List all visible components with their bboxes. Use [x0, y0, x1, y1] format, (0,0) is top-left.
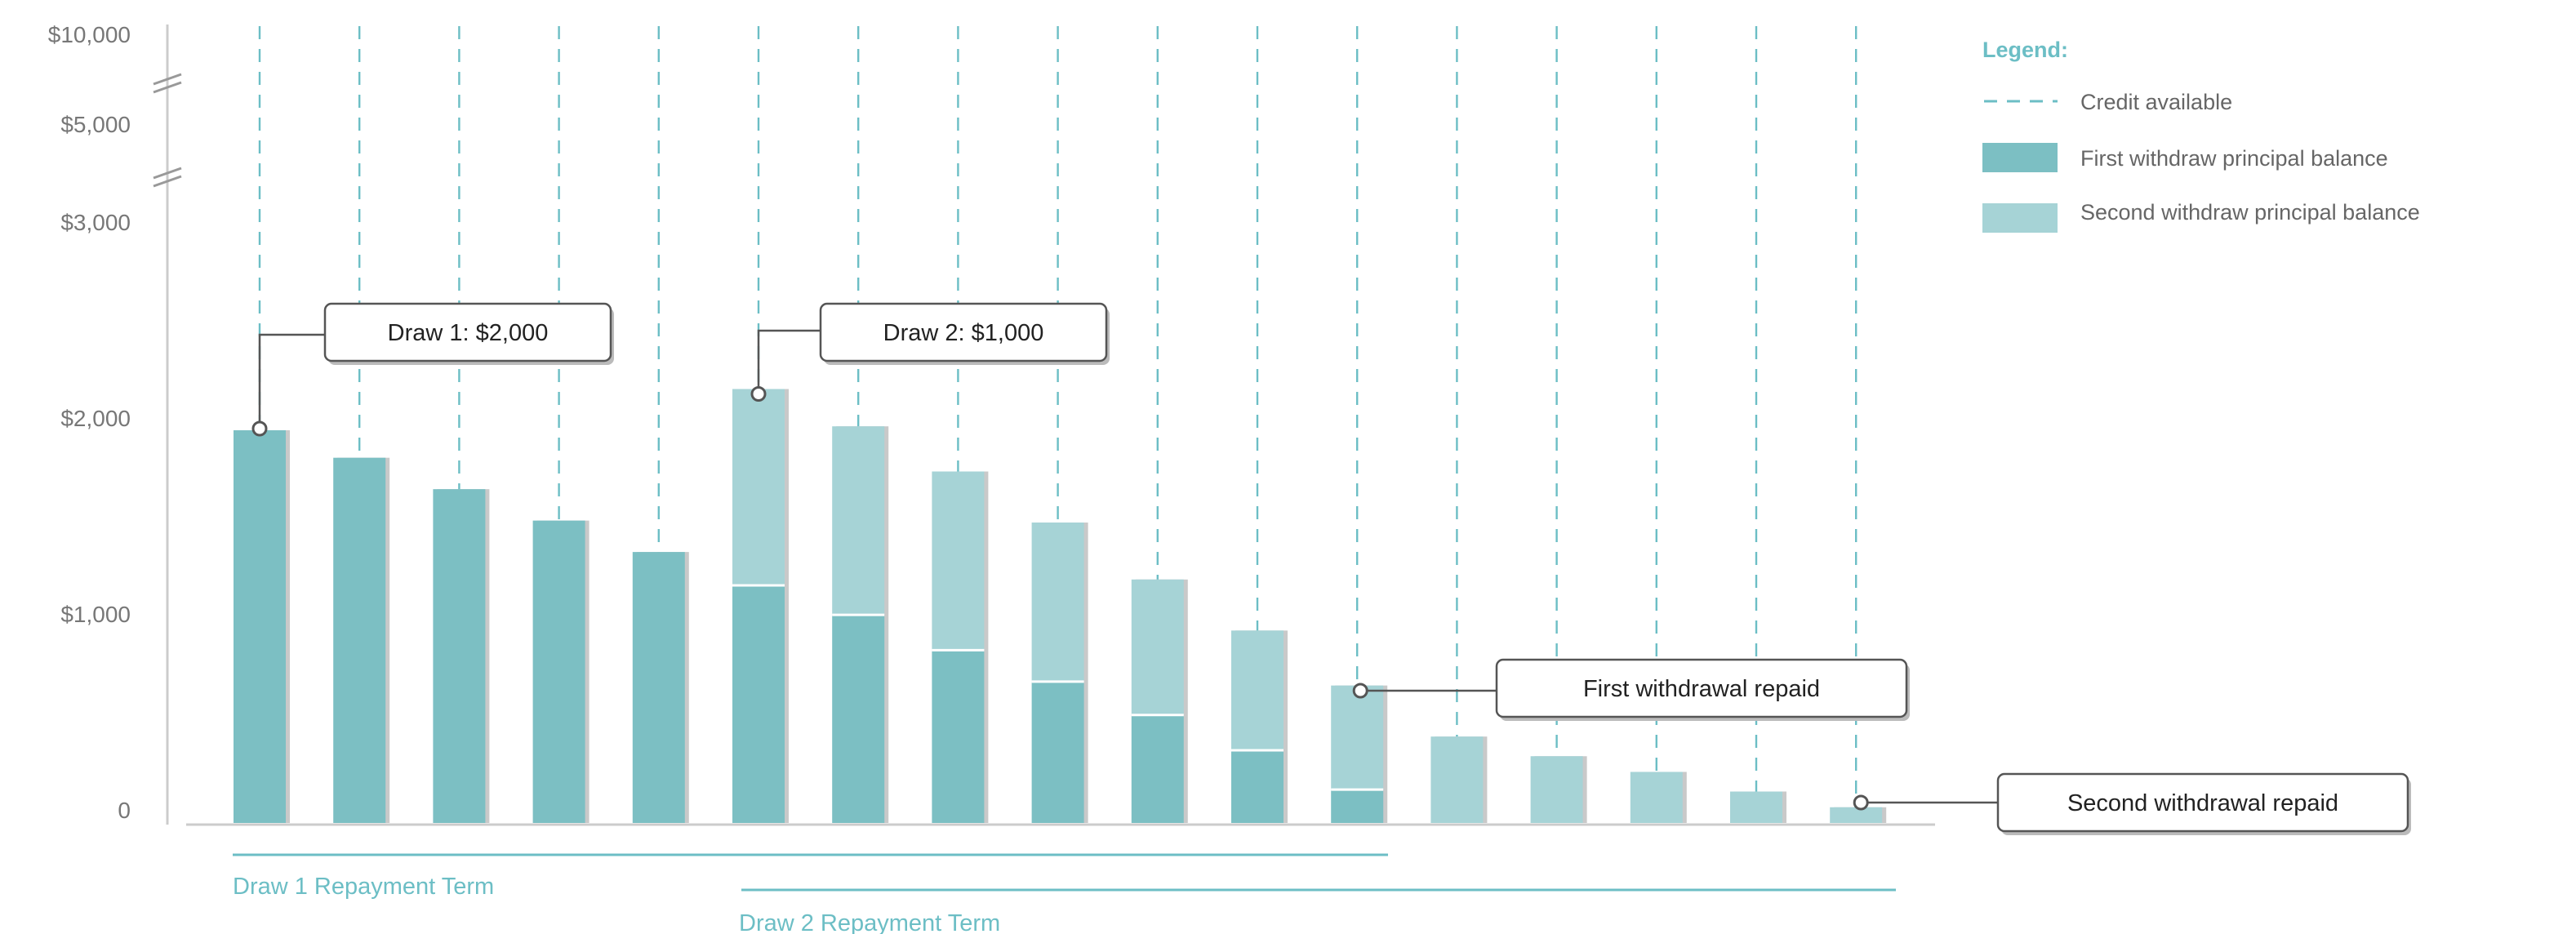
callout-label: Draw 2: $1,000 — [883, 320, 1044, 346]
bar-first-withdraw — [333, 457, 386, 823]
annotations: Draw 1: $2,000 Draw 2: $1,000 First withdr… — [251, 302, 2411, 835]
bar-second-withdraw — [1231, 630, 1284, 751]
bar-second-withdraw — [832, 426, 885, 616]
callout-box — [819, 302, 1108, 362]
legend-item: First withdraw principal balance — [2080, 146, 2388, 171]
bar-first-withdraw — [1031, 681, 1084, 823]
bar-first-withdraw — [433, 489, 486, 823]
y-tick-label: $10,000 — [48, 22, 131, 47]
axis-break-mark — [153, 167, 182, 180]
y-tick-label: $3,000 — [60, 210, 131, 235]
bar-second-withdraw — [1031, 523, 1084, 682]
bar-second-withdraw — [1331, 685, 1384, 790]
y-tick-label: 0 — [118, 798, 131, 823]
bar-second-withdraw — [1131, 579, 1184, 715]
bar-second-withdraw — [732, 389, 785, 585]
callout-marker — [1352, 683, 1368, 699]
bar-second-withdraw — [1730, 791, 1782, 823]
bar-second-withdraw — [1430, 736, 1484, 823]
callout-label: Second withdrawal repaid — [2067, 790, 2338, 816]
legend: Legend: Credit available First withdraw pr… — [1982, 38, 2420, 233]
callout-leader — [757, 329, 821, 394]
y-axis: 0 $1,000 $2,000 $3,000 $5,000 $10,000 — [48, 22, 182, 825]
bar-first-withdraw — [632, 552, 685, 823]
legend-item: Credit available — [2080, 90, 2232, 114]
legend-title: Legend: — [1982, 38, 2068, 62]
bar-second-withdraw — [932, 471, 985, 651]
bars — [234, 389, 1887, 823]
legend-swatch-first — [1982, 143, 2058, 172]
callout-marker — [750, 385, 767, 402]
bar-first-withdraw — [1131, 714, 1184, 823]
axis-break-mark — [153, 81, 182, 94]
term-label: Draw 2 Repayment Term — [739, 910, 1000, 934]
callout-box — [1495, 658, 1908, 718]
bar-second-withdraw — [1630, 772, 1683, 823]
callout-box — [1996, 772, 2409, 833]
bar-first-withdraw — [532, 520, 585, 823]
y-tick-label: $1,000 — [60, 602, 131, 627]
bar-first-withdraw — [832, 615, 885, 823]
bar-first-withdraw — [932, 650, 985, 823]
bar-second-withdraw — [1830, 807, 1883, 823]
bar-first-withdraw — [732, 585, 785, 823]
repayment-terms: Draw 1 Repayment Term Draw 2 Repayment Te… — [233, 853, 1896, 934]
callout-marker — [1853, 794, 1869, 811]
axis-break-mark — [153, 175, 182, 188]
callout-leader — [258, 333, 325, 429]
bar-first-withdraw — [1331, 789, 1384, 823]
callout-marker — [251, 420, 268, 437]
bar-first-withdraw — [234, 430, 286, 823]
y-tick-label: $5,000 — [60, 112, 131, 137]
bar-first-withdraw — [1231, 750, 1284, 823]
y-tick-label: $2,000 — [60, 406, 131, 431]
bar-second-withdraw — [1530, 756, 1583, 823]
callout-label: Draw 1: $2,000 — [388, 320, 549, 346]
term-label: Draw 1 Repayment Term — [233, 874, 494, 900]
axis-break-mark — [153, 73, 182, 86]
legend-item: Second withdraw principal balance — [2080, 200, 2420, 225]
callout-label: First withdrawal repaid — [1583, 676, 1820, 702]
callout-box — [323, 302, 612, 362]
legend-swatch-second — [1982, 203, 2058, 233]
